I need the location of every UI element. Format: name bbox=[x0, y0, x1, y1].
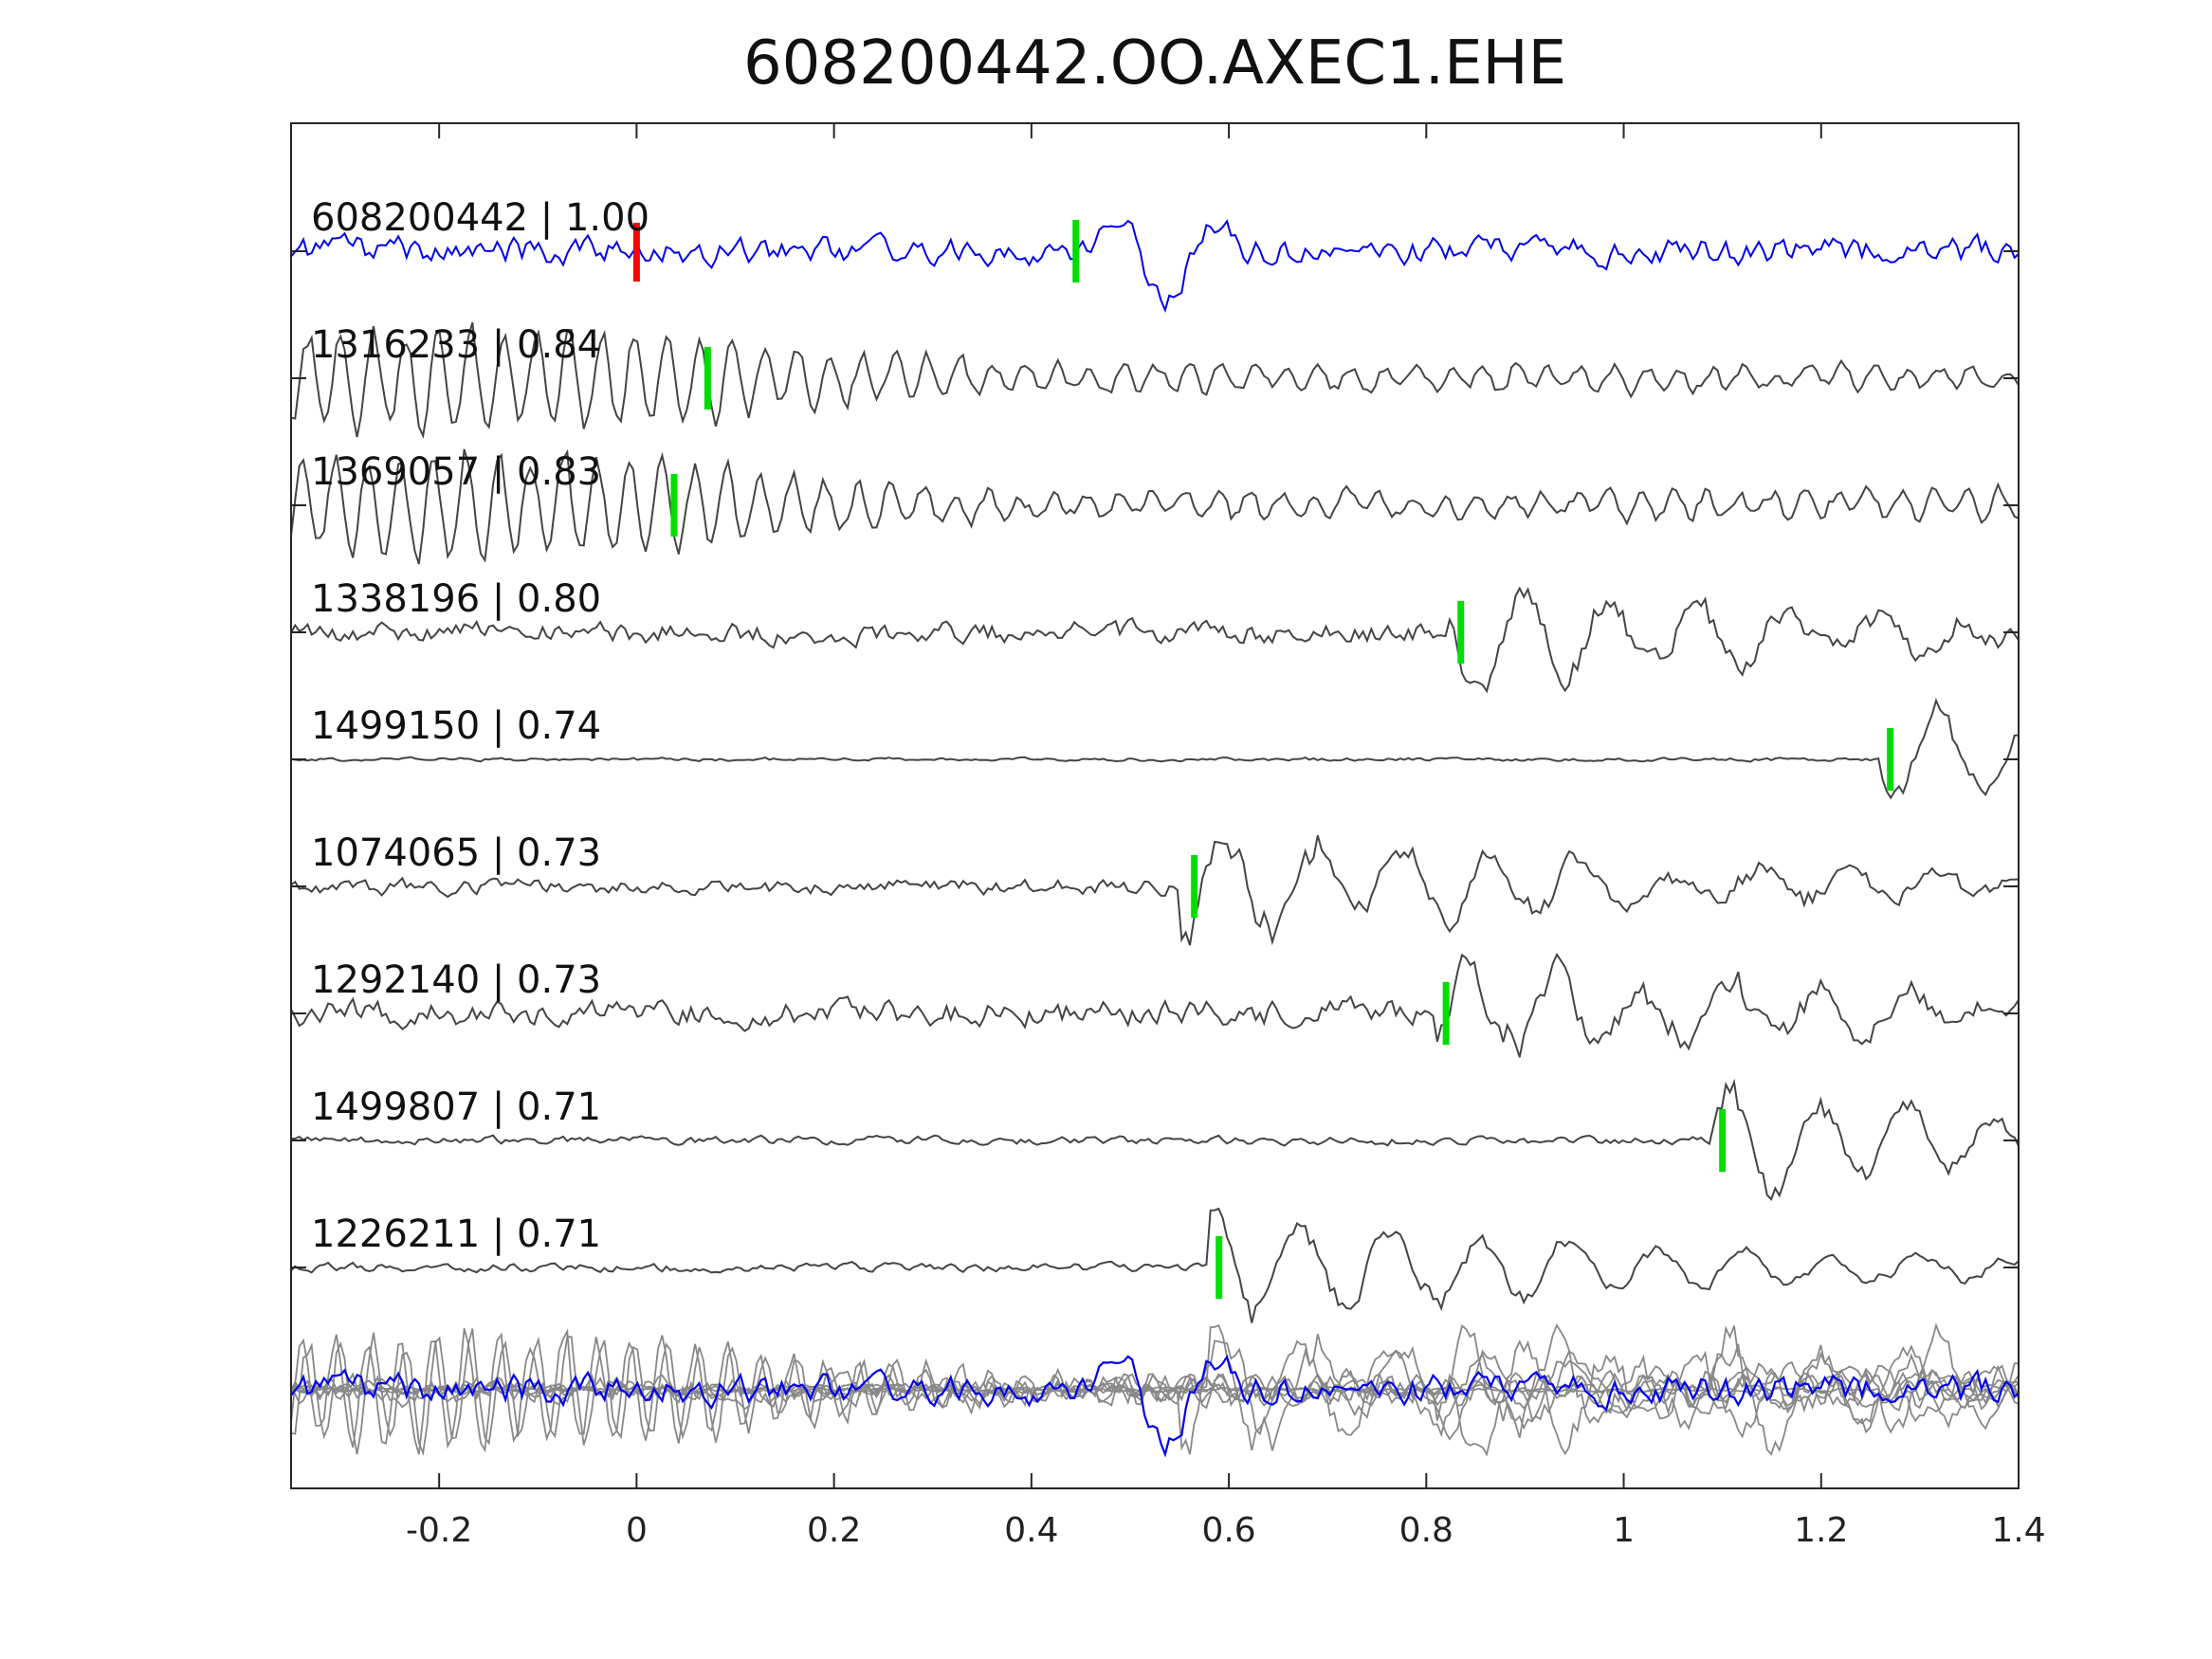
plot-frame bbox=[290, 122, 2020, 1489]
trace-label: 1499807 | 0.71 bbox=[311, 1085, 601, 1129]
x-tick-label: 0.4 bbox=[1004, 1511, 1058, 1550]
trace-label: 1226211 | 0.71 bbox=[311, 1212, 601, 1256]
trace-label: 1316233 | 0.84 bbox=[311, 323, 601, 367]
waveform-line bbox=[290, 835, 2020, 946]
trace-label: 1074065 | 0.73 bbox=[311, 831, 601, 875]
x-tick-label: 0.2 bbox=[807, 1511, 861, 1550]
waveform-line bbox=[290, 1078, 2020, 1201]
trace-row bbox=[290, 586, 2020, 694]
trace-row bbox=[290, 952, 2020, 1058]
x-tick-label: -0.2 bbox=[406, 1511, 472, 1550]
x-tick-label: 1.4 bbox=[1991, 1511, 2045, 1550]
x-tick-label: 1 bbox=[1613, 1511, 1635, 1550]
waveform-line bbox=[290, 952, 2020, 1058]
waveform-line bbox=[290, 1207, 2020, 1323]
stack-trace-line bbox=[290, 1327, 2020, 1455]
trace-label: 1369057 | 0.83 bbox=[311, 450, 601, 494]
trace-label: 1338196 | 0.80 bbox=[311, 577, 601, 621]
chart-title: 608200442.OO.AXEC1.EHE bbox=[742, 28, 1567, 99]
waveform-line bbox=[290, 448, 2020, 565]
trace-labels-layer: 608200442 | 1.00 1316233 | 0.84 1369057 | … bbox=[311, 196, 649, 1256]
trace-label: 1499150 | 0.74 bbox=[311, 704, 601, 748]
x-tick-label: 0.8 bbox=[1399, 1511, 1453, 1550]
stack-template-line bbox=[290, 1354, 2020, 1458]
x-tick-label: 0.6 bbox=[1201, 1511, 1255, 1550]
trace-label: 1292140 | 0.73 bbox=[311, 958, 601, 1002]
stack-overlay-layer bbox=[290, 1322, 2020, 1458]
stack-trace-line bbox=[290, 1322, 2020, 1434]
trace-row bbox=[290, 1207, 2020, 1323]
waveform-line bbox=[290, 219, 2020, 313]
x-tick-label: 0 bbox=[626, 1511, 648, 1550]
stack-trace-line bbox=[290, 1333, 2020, 1455]
waveform-line bbox=[290, 321, 2020, 439]
trace-row bbox=[290, 1078, 2020, 1201]
trace-row bbox=[290, 698, 2020, 800]
trace-row bbox=[290, 321, 2020, 439]
x-tick-label: 1.2 bbox=[1794, 1511, 1848, 1550]
trace-row bbox=[290, 835, 2020, 946]
axes-layer: -0.2 0 0.2 0.4 0.6 0.8 1 1.2 1.4 bbox=[290, 122, 2046, 1550]
waveform-line bbox=[290, 586, 2020, 694]
trace-row bbox=[290, 219, 2020, 313]
waveform-line bbox=[290, 698, 2020, 800]
trace-label: 608200442 | 1.00 bbox=[311, 196, 649, 240]
trace-row bbox=[290, 448, 2020, 565]
traces-layer bbox=[290, 219, 2020, 1323]
